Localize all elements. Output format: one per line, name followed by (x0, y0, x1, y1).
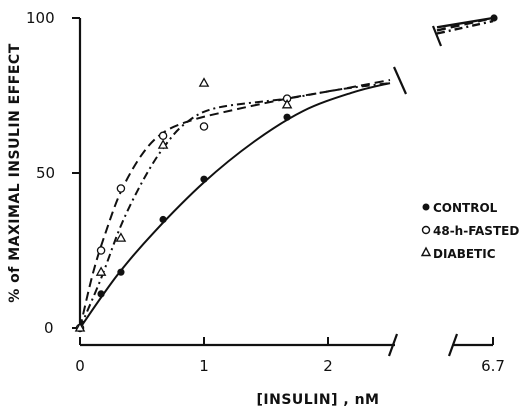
point-48-h-fasted-4 (199, 122, 209, 131)
x-tick-label-0: 0 (75, 357, 85, 375)
x-tick-label-1: 1 (199, 357, 209, 375)
point-diabetic-5 (281, 98, 293, 109)
legend-label-diabetic: DIABETIC (433, 247, 496, 261)
ticks (72, 17, 494, 345)
y-tick-label-100: 100 (26, 9, 55, 27)
point-48-h-fasted-3 (158, 131, 168, 141)
curve-after-break-48-h-fasted (436, 16, 494, 32)
legend: CONTROL 48-h-FASTED DIABETIC (420, 201, 519, 261)
x-axis-right-break-mark (447, 333, 459, 357)
legend-marker-control (422, 203, 430, 211)
curve-control (79, 82, 391, 329)
y-axis-label: % of MAXIMAL INSULIN EFFECT (7, 43, 23, 303)
point-control-1 (97, 290, 105, 298)
legend-marker-fasted (421, 225, 431, 235)
x-tick-label-2: 2 (323, 357, 333, 375)
legend-label-fasted: 48-h-FASTED (433, 224, 519, 238)
point-diabetic-1 (95, 266, 107, 276)
point-diabetic-3 (157, 139, 169, 149)
curve-diabetic (79, 82, 391, 329)
point-48-h-fasted-2 (116, 184, 126, 193)
curve-break-mark (392, 66, 408, 95)
curve-48-h-fasted (79, 79, 391, 329)
legend-label-control: CONTROL (433, 201, 498, 215)
axes (78, 18, 493, 357)
point-control-4 (200, 175, 208, 183)
curve-right-break-mark (431, 25, 443, 47)
tick-labels: 0 50 100 0 1 2 6.7 (26, 9, 505, 375)
x-axis-label: [INSULIN] , nM (257, 392, 380, 408)
y-tick-label-0: 0 (44, 319, 54, 337)
point-control-2 (117, 268, 125, 276)
point-48-h-fasted-1 (96, 246, 106, 255)
point-diabetic-0 (74, 322, 86, 332)
legend-marker-diabetic (420, 246, 432, 257)
point-control-after-break (490, 14, 498, 22)
point-control-5 (283, 113, 291, 121)
series-curves (79, 16, 494, 329)
series-markers (74, 14, 498, 333)
point-diabetic-2 (115, 232, 127, 242)
y-tick-label-50: 50 (36, 164, 55, 182)
x-tick-label-6-7: 6.7 (481, 357, 505, 375)
point-diabetic-4 (198, 77, 210, 87)
point-control-3 (159, 215, 167, 224)
x-axis-break-mark (387, 333, 399, 357)
